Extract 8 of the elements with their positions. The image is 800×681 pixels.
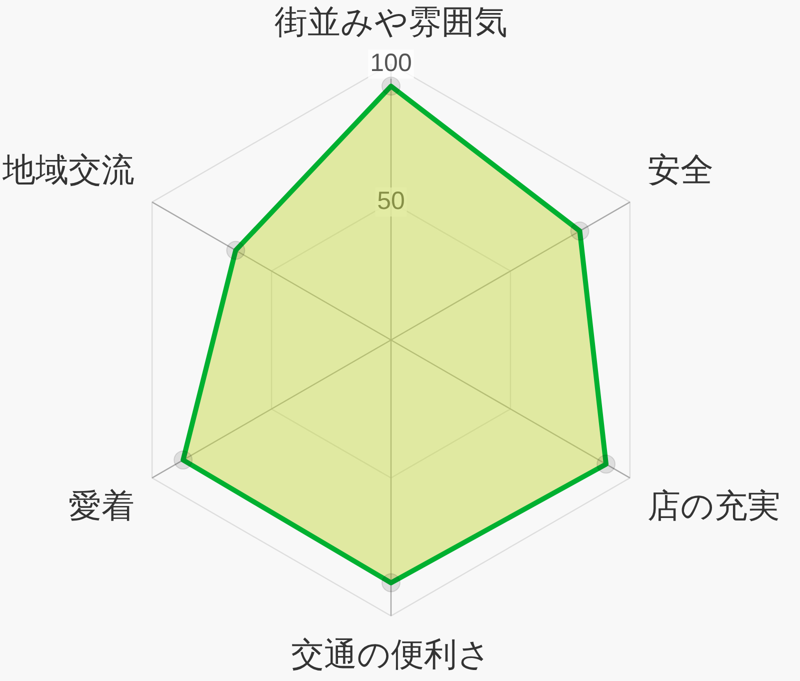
spoke-label: 安全 (648, 151, 714, 188)
spoke-label: 交通の便利さ (291, 635, 491, 672)
spoke-label: 愛着 (68, 487, 134, 524)
y-tick-label: 100 (370, 48, 412, 77)
spoke-label: 地域交流 (1, 151, 134, 188)
spoke-label: 店の充実 (648, 487, 781, 524)
spoke-label: 街並みや雰囲気 (274, 2, 508, 40)
y-tick-label: 50 (377, 186, 405, 215)
